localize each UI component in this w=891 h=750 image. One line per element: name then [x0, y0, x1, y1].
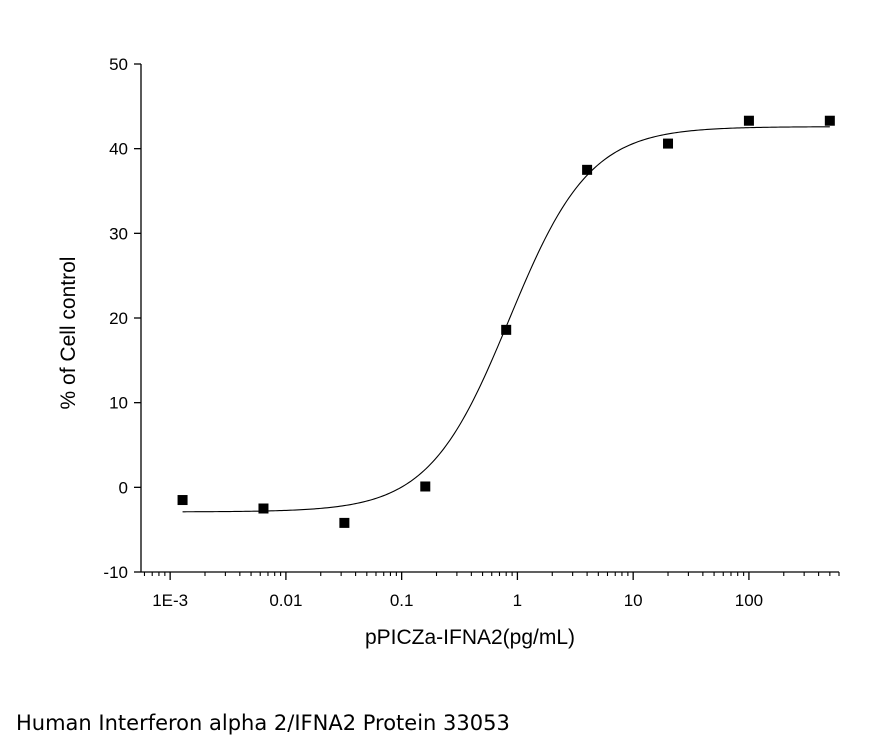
x-tick-label: 0.01 [269, 591, 302, 610]
data-point [663, 138, 674, 149]
x-tick-label: 1 [513, 591, 522, 610]
axes: -10 0 10 20 30 40 50 1E-3 0.01 0.1 1 10 100 [103, 55, 840, 610]
y-tick-label: -10 [103, 563, 128, 582]
data-point [824, 115, 835, 126]
x-tick-label: 10 [624, 591, 643, 610]
data-point [339, 517, 350, 528]
fit-curve-layer [182, 126, 830, 513]
data-point [258, 503, 269, 514]
x-tick-label: 1E-3 [152, 591, 188, 610]
figure-caption: Human Interferon alpha 2/IFNA2 Protein 3… [16, 711, 510, 735]
x-tick-label: 100 [735, 591, 763, 610]
chart-svg: -10 0 10 20 30 40 50 1E-3 0.01 0.1 1 10 100 pPICZa-I… [57, 55, 840, 649]
data-point [501, 324, 512, 335]
data-point [420, 481, 431, 492]
y-tick-label: 50 [109, 55, 128, 74]
data-point [743, 115, 754, 126]
data-point [582, 164, 593, 175]
y-axis-title: % of Cell control [57, 257, 80, 410]
y-tick-label: 20 [109, 309, 128, 328]
y-tick-label: 0 [119, 478, 128, 497]
dose-response-chart: -10 0 10 20 30 40 50 1E-3 0.01 0.1 1 10 100 pPICZa-I… [57, 55, 840, 649]
data-point [177, 495, 188, 506]
x-tick-label: 0.1 [390, 591, 414, 610]
y-tick-label: 40 [109, 140, 128, 159]
x-axis-title: pPICZa-IFNA2(pg/mL) [365, 626, 575, 649]
fit-curve [182, 126, 830, 513]
y-tick-label: 30 [109, 224, 128, 243]
y-tick-label: 10 [109, 394, 128, 413]
data-points [177, 115, 835, 528]
